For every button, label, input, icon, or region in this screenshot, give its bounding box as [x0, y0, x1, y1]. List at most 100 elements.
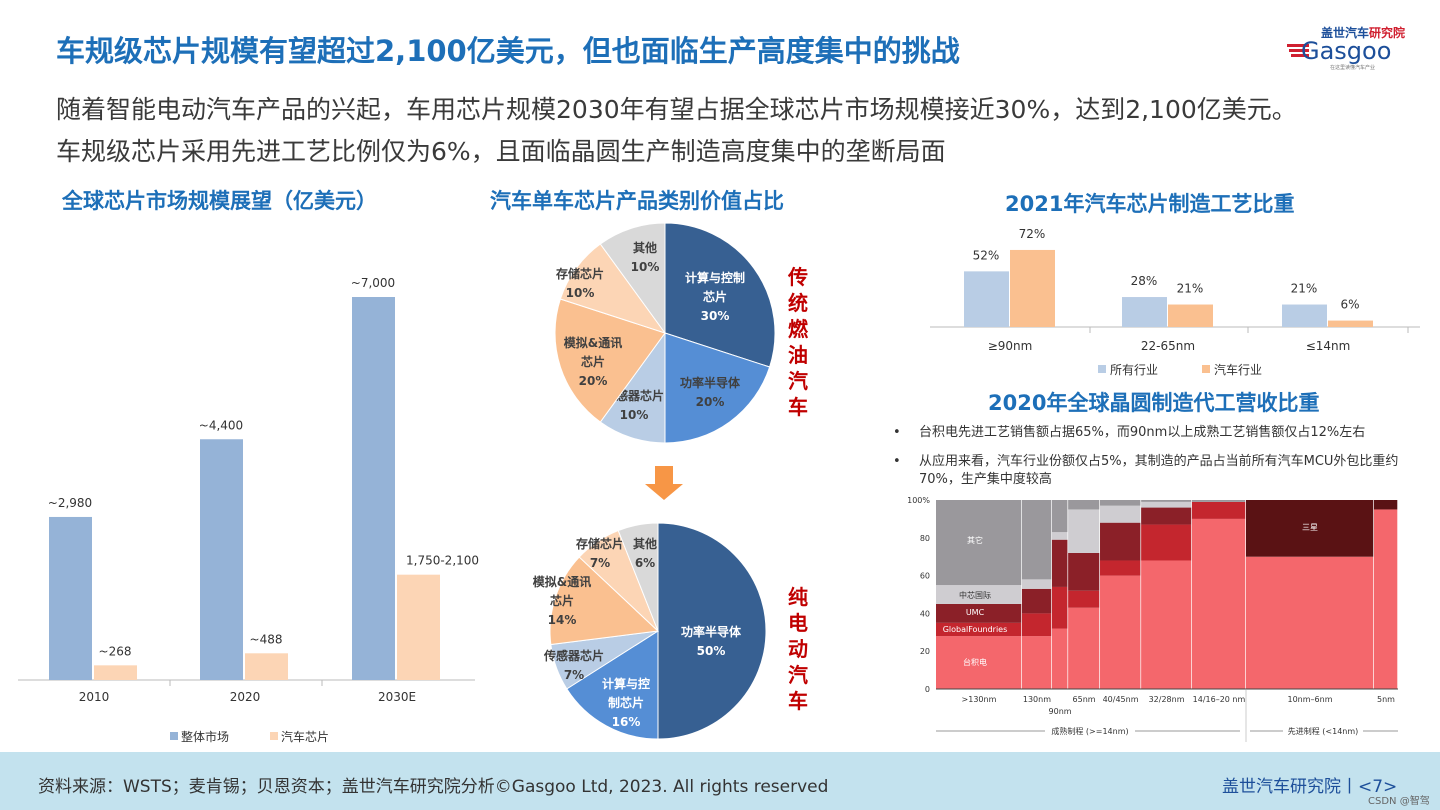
pie-label: 14%: [548, 613, 577, 627]
source-note: 资料来源：WSTS；麦肯锡；贝恩资本；盖世汽车研究院分析©Gasgoo Ltd,…: [38, 777, 829, 797]
segment: [1141, 507, 1192, 525]
data-label: ~4,400: [199, 418, 243, 432]
pie-slice: [664, 222, 776, 368]
segment: [1141, 524, 1192, 561]
y-tick-label: 100%: [907, 496, 930, 505]
legend-label: 汽车芯片: [281, 729, 329, 744]
pie-label: 6%: [635, 556, 655, 570]
bar: [94, 665, 137, 680]
segment: [1373, 500, 1398, 510]
svg-text:Gasgoo: Gasgoo: [1301, 37, 1391, 65]
pie-label: 模拟&通讯: [533, 574, 591, 589]
group-label-bg: [1283, 724, 1363, 738]
chart-title-foundry: 2020年全球晶圆制造代工营收比重: [988, 391, 1320, 415]
data-label: 21%: [1177, 282, 1204, 296]
segment: [1051, 628, 1068, 689]
chart-title-pie: 汽车单车芯片产品类别价值占比: [490, 189, 784, 213]
segment: [1246, 500, 1374, 557]
segment: [1100, 505, 1141, 523]
segment: [1051, 586, 1068, 629]
bar: [352, 297, 395, 680]
data-label: 6%: [1340, 298, 1359, 312]
segment: [1191, 501, 1246, 519]
segment: [1021, 636, 1052, 689]
ice-vehicle-label: 传统燃油汽车: [788, 265, 808, 419]
pie-slice: [549, 556, 660, 646]
segment: [1051, 500, 1068, 533]
subtitle-line-2: 车规级芯片采用先进工艺比例仅为6%，且面临晶圆生产制造高度集中的垄断局面: [56, 137, 946, 166]
pie-label: 模拟&通讯: [564, 335, 622, 350]
pie-label: 50%: [697, 644, 726, 658]
pie-label: 20%: [696, 395, 725, 409]
segment: [1021, 579, 1052, 589]
pie-label: 存储芯片: [575, 536, 624, 551]
pie-label: 存储芯片: [555, 266, 604, 281]
x-tick-label: 32/28nm: [1149, 695, 1185, 704]
data-label: 72%: [1019, 227, 1046, 241]
segment-label: 台积电: [963, 657, 987, 667]
x-tick-label: >130nm: [962, 695, 997, 704]
segment-label: 其它: [967, 535, 983, 545]
pie-label: 10%: [620, 408, 649, 422]
data-label: ~268: [99, 644, 132, 658]
y-tick-label: 60: [920, 572, 930, 581]
x-tick-label: 40/45nm: [1103, 695, 1139, 704]
chart-title-process: 2021年汽车芯片制造工艺比重: [1005, 192, 1295, 216]
segment: [1021, 500, 1052, 580]
data-label: 52%: [973, 248, 1000, 262]
segment: [1100, 522, 1141, 561]
page-title: 车规级芯片规模有望超过2,100亿美元，但也面临生产高度集中的挑战: [56, 34, 960, 68]
segment: [1191, 518, 1246, 689]
legend-swatch: [1202, 365, 1210, 373]
bar: [49, 516, 92, 680]
pie-label: 10%: [566, 286, 595, 300]
segment: [1021, 613, 1052, 637]
x-tick-label: 65nm: [1073, 695, 1096, 704]
gasgoo-logo: 盖世汽车研究院 Gasgoo 在这里读懂汽车产业: [1287, 25, 1405, 71]
group-label: 先进制程 (<14nm): [1288, 726, 1359, 736]
y-tick-label: 20: [920, 647, 930, 656]
segment-label: UMC: [966, 608, 985, 617]
bullet-1: • 台积电先进工艺销售额占据65%，而90nm以上成熟工艺销售额仅占12%左右: [893, 425, 1366, 440]
segment: [1141, 560, 1192, 689]
page-number: 盖世汽车研究院丨<7>: [1222, 777, 1398, 797]
bar: [1328, 320, 1373, 327]
segment: [1051, 539, 1068, 587]
bar: [1122, 297, 1167, 327]
pie-slice: [657, 522, 767, 740]
legend-swatch: [170, 732, 178, 740]
x-tick-label: 90nm: [1049, 707, 1072, 716]
segment: [936, 500, 1022, 586]
segment: [1100, 560, 1141, 576]
data-label: ~2,980: [48, 496, 92, 510]
legend-label: 汽车行业: [1214, 362, 1262, 377]
pie-label: 计算与控: [602, 676, 650, 691]
y-tick-label: 0: [925, 685, 930, 694]
bar: [1168, 304, 1213, 327]
segment: [936, 622, 1022, 637]
watermark: CSDN @智驾: [1368, 796, 1430, 807]
y-tick-label: 80: [920, 534, 930, 543]
pie-label: 制芯片: [608, 695, 644, 710]
segment: [1068, 590, 1100, 608]
x-tick-label: 10nm–6nm: [1287, 695, 1332, 704]
x-tick-label: 14/16–20 nm: [1193, 695, 1246, 704]
segment: [1068, 509, 1100, 553]
segment: [1191, 500, 1246, 502]
segment: [1021, 588, 1052, 614]
segment: [1100, 500, 1141, 506]
segment: [1141, 501, 1192, 508]
x-tick-label: 22-65nm: [1141, 339, 1195, 353]
legend-label: 所有行业: [1110, 363, 1158, 377]
ev-vehicle-label: 纯电动汽车: [788, 585, 808, 713]
chart-title-global-market: 全球芯片市场规模展望（亿美元）: [62, 189, 377, 213]
legend-label: 整体市场: [181, 729, 229, 744]
bar: [200, 439, 243, 680]
x-tick-label: 2010: [79, 690, 110, 704]
x-tick-label: ≤14nm: [1306, 339, 1351, 353]
segment: [1068, 500, 1100, 510]
x-tick-label: ≥90nm: [988, 339, 1033, 353]
pie-label: 其他: [633, 536, 657, 551]
segment: [1068, 552, 1100, 591]
x-tick-label: 130nm: [1023, 695, 1051, 704]
